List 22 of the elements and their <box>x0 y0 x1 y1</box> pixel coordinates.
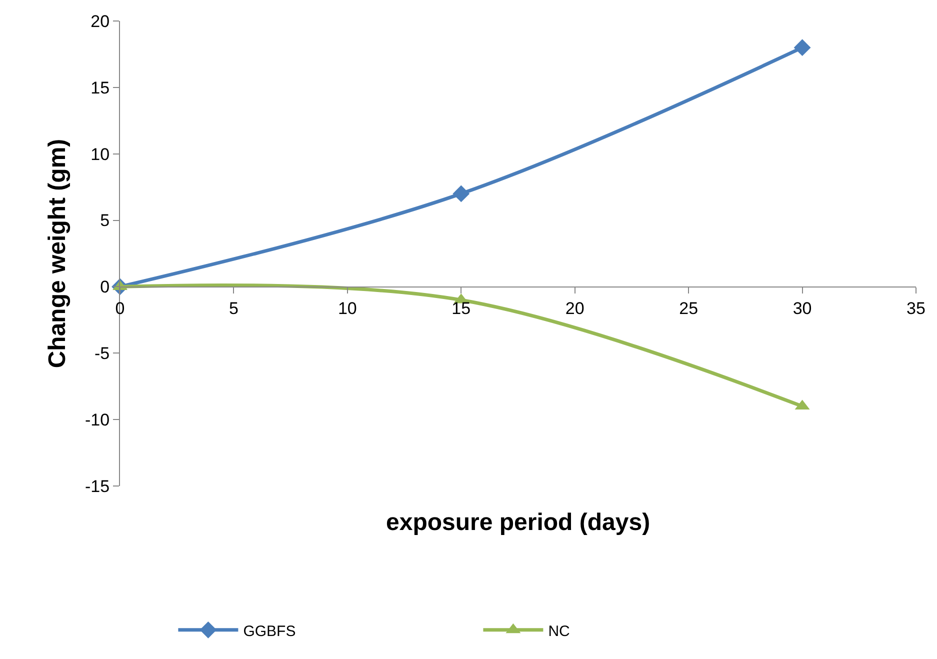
x-tick-label: 10 <box>338 299 357 318</box>
y-axis-title: Change weight (gm) <box>44 138 72 368</box>
y-tick-label: 20 <box>90 12 110 31</box>
x-tick-label: 25 <box>679 299 698 318</box>
x-tick-label: 35 <box>906 299 926 318</box>
x-tick-label: 5 <box>228 299 238 318</box>
y-tick-label: -5 <box>94 344 110 364</box>
x-tick-label: 20 <box>565 299 584 318</box>
y-tick-label: 0 <box>100 278 110 297</box>
y-tick-label: 15 <box>90 78 110 98</box>
legend-label: GGBFS <box>243 622 296 640</box>
y-tick-label: 5 <box>100 211 110 230</box>
y-tick-label: -10 <box>85 410 110 430</box>
point <box>452 185 470 202</box>
x-axis-title: exposure period (days) <box>386 509 650 536</box>
y-tick-label: 10 <box>90 144 110 164</box>
x-tick-label: 30 <box>792 299 812 318</box>
y-tick-label: -15 <box>85 476 110 496</box>
point <box>794 39 811 56</box>
x-tick-label: 0 <box>115 299 125 318</box>
legend-label: NC <box>548 622 570 640</box>
x-tick-label: 15 <box>452 299 471 318</box>
